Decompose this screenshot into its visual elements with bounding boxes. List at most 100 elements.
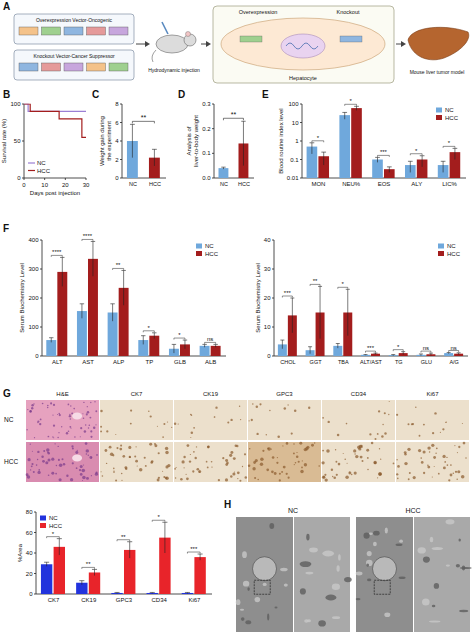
texture [56,465,57,466]
bar [219,168,229,178]
texture [165,447,168,450]
texture [72,455,82,462]
micrograph [396,400,469,440]
x-tick-label: EOS [378,181,391,187]
y-axis-title: Serum Biochemistry Level [19,263,25,333]
texture [462,566,465,571]
error-cap [150,592,155,593]
texture [165,465,168,468]
figure: Overexpression Vector-OncogenicKnockout … [0,0,474,639]
error-bar [347,289,348,335]
error-bar [92,241,93,276]
error-bar [337,344,338,349]
texture [432,605,436,607]
x-tick-label: ALT [52,359,63,365]
sig-bracket [310,284,320,286]
error-cap [49,337,53,338]
error-bar [282,340,283,349]
texture [150,461,153,464]
diagram: Overexpression Vector-OncogenicKnockout … [14,6,469,83]
texture [254,477,256,479]
texture [29,410,31,412]
texture [423,451,426,454]
texture [171,427,172,428]
texture [48,452,50,454]
texture [440,432,441,433]
error-cap [130,124,135,125]
texture [286,442,289,445]
texture [76,467,78,469]
texture [83,417,85,419]
texture [70,478,73,481]
texture [272,456,275,459]
texture [57,446,58,447]
legend-swatch [196,251,202,256]
texture [366,560,373,566]
error-bar [310,347,311,354]
vector-part [87,27,106,35]
legend-label: HCC [447,251,461,257]
texture [41,455,43,457]
texture [175,477,176,478]
texture [307,619,311,622]
texture [83,464,84,465]
texture [63,463,66,466]
texture [214,416,215,417]
texture [446,565,450,567]
texture [102,475,104,477]
texture [322,450,324,452]
texture [248,420,249,421]
texture [145,465,147,467]
y-tick [300,104,302,105]
error-cap [387,166,392,167]
texture [222,457,224,459]
y-axis-title: Survival rate (%) [1,119,7,163]
texture [54,443,55,444]
x-tick-label: GGT [310,359,323,365]
chart: 050100Survival rate (%)0102030Days post … [1,101,90,196]
error-cap [162,522,167,523]
texture [347,463,348,464]
texture [110,452,114,456]
texture [294,464,295,465]
texture [96,472,98,474]
texture [277,435,280,438]
texture [254,597,260,602]
texture [230,475,233,478]
texture [55,473,57,475]
texture [434,583,439,589]
y-tick-label: 40 [264,237,271,243]
texture [90,430,92,432]
sig-bracket [393,350,403,352]
texture [83,402,84,403]
texture [240,419,241,420]
significance: *** [284,290,292,296]
texture [371,442,374,445]
texture [47,407,48,408]
texture [174,468,176,470]
y-tick [300,141,302,142]
texture [354,472,357,475]
micrograph [26,400,99,440]
y-tick [120,141,122,142]
texture [30,469,31,470]
texture [379,448,380,449]
y-tick-label: 0 [17,175,21,181]
texture [113,468,115,470]
vector-part [42,27,61,35]
texture [269,523,274,529]
error-bar [323,152,324,165]
texture [57,414,58,415]
texture [456,564,460,568]
texture [236,445,238,447]
chart: 020406080%AreaCK7CK19GPC3CD34Ki67*******… [17,509,212,603]
texture [304,448,307,451]
y-tick [120,159,122,160]
texture [207,466,209,468]
x-tick-label: NC [129,181,137,187]
texture [68,430,70,432]
texture [381,435,383,437]
texture [294,409,297,412]
error-cap [183,340,187,341]
texture [134,455,136,457]
